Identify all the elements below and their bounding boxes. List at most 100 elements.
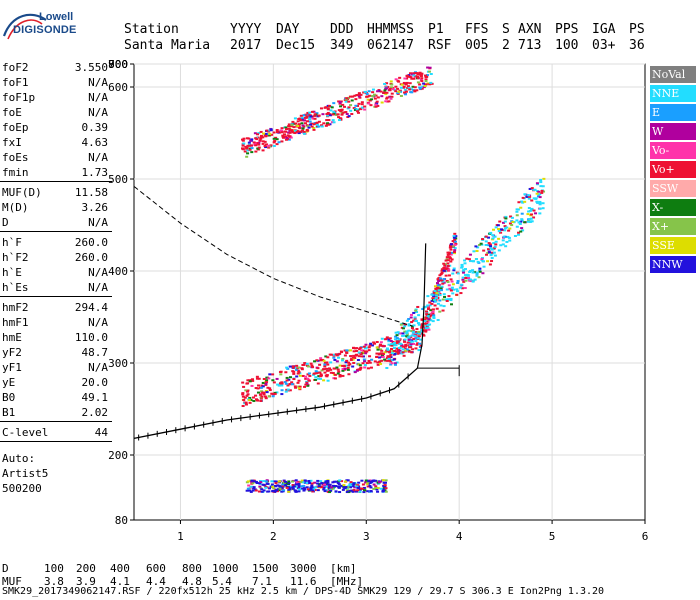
echo-point (506, 235, 510, 238)
param-row: h`F2 260.0 (2, 251, 108, 265)
echo-point (419, 78, 423, 81)
echo-point (441, 280, 445, 283)
echo-point (453, 249, 457, 252)
echo-point (262, 489, 266, 492)
echo-point (271, 373, 275, 376)
echo-point (326, 481, 330, 484)
echo-point (251, 379, 255, 382)
echo-point (348, 363, 352, 366)
echo-point (305, 124, 309, 127)
echo-point (501, 239, 505, 242)
echo-point (515, 210, 519, 213)
echo-point (287, 378, 291, 381)
header-value: Dec15 (276, 38, 316, 53)
param-row: D N/A (2, 216, 108, 230)
echo-point (336, 372, 340, 375)
param-value: 4.63 (81, 136, 109, 149)
echo-point (494, 243, 498, 246)
echo-point (313, 489, 317, 492)
echo-point (403, 330, 407, 333)
echo-point (384, 359, 388, 362)
echo-point (277, 384, 281, 387)
echo-point (422, 334, 426, 337)
echo-point (278, 487, 282, 490)
echo-point (353, 371, 357, 374)
echo-point (351, 365, 355, 368)
muf-cell: 4.8 (182, 575, 202, 588)
distance-cell: 1500 (252, 562, 279, 575)
echo-point (381, 344, 385, 347)
echo-point (243, 150, 247, 153)
echo-point (358, 490, 362, 493)
echo-point (388, 89, 392, 92)
echo-point (396, 348, 400, 351)
echo-point (397, 351, 401, 354)
echo-point (359, 346, 363, 349)
echo-point (406, 341, 410, 344)
echo-point (284, 138, 288, 141)
echo-point (331, 119, 335, 122)
echo-point (376, 348, 380, 351)
echo-point (363, 489, 367, 492)
echo-point (264, 389, 268, 392)
echo-point (383, 82, 387, 85)
echo-point (368, 481, 372, 484)
muf-cell: 5.4 (212, 575, 232, 588)
echo-point (257, 141, 261, 144)
echo-point (426, 323, 430, 326)
echo-point (285, 128, 289, 131)
echo-point (403, 325, 407, 328)
echo-point (248, 401, 252, 404)
echo-point (278, 485, 282, 488)
echo-point (264, 132, 268, 135)
echo-point (334, 485, 338, 488)
echo-point (268, 373, 272, 376)
echo-point (279, 373, 283, 376)
echo-point (405, 81, 409, 84)
param-name: hmF1 (2, 316, 29, 329)
echo-point (303, 122, 307, 125)
echo-point (461, 278, 465, 281)
echo-point (280, 486, 284, 489)
echo-point (410, 77, 414, 80)
echo-point (246, 379, 250, 382)
echo-point (328, 491, 332, 494)
echo-point (341, 364, 345, 367)
echo-point (363, 366, 367, 369)
echo-point (296, 120, 300, 123)
echo-point (297, 487, 301, 490)
echo-point (393, 362, 397, 365)
echo-point (292, 378, 296, 381)
echo-point (297, 490, 301, 493)
echo-point (417, 335, 421, 338)
echo-point (389, 360, 393, 363)
muf-cell: 11.6 (290, 575, 317, 588)
param-name: foEp (2, 121, 29, 134)
echo-point (389, 353, 393, 356)
echo-point (350, 99, 354, 102)
echo-point (261, 381, 265, 384)
echo-point (298, 488, 302, 491)
echo-point (365, 346, 369, 349)
echo-point (253, 132, 257, 135)
echo-point (247, 141, 251, 144)
echo-point (380, 337, 384, 340)
echo-point (290, 123, 294, 126)
echo-point (444, 274, 448, 277)
echo-point (268, 389, 272, 392)
echo-point (468, 271, 472, 274)
echo-point (280, 487, 284, 490)
echo-point (425, 311, 429, 314)
param-row: h`E N/A (2, 266, 108, 280)
echo-point (298, 117, 302, 120)
echo-point (407, 329, 411, 332)
param-value: 2.02 (81, 406, 109, 419)
echo-point (527, 194, 531, 197)
echo-point (384, 479, 388, 482)
param-row: B1 2.02 (2, 406, 108, 420)
echo-point (391, 88, 395, 91)
echo-point (497, 227, 501, 230)
header-value: 100 (555, 38, 579, 53)
echo-point (294, 122, 298, 125)
echo-point (263, 145, 267, 148)
